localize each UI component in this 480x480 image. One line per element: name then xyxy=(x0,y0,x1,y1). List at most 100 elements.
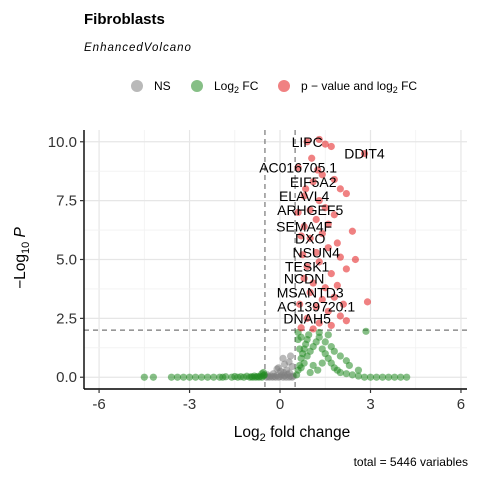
data-point-series-2 xyxy=(333,281,341,289)
data-point-series-2 xyxy=(327,142,335,151)
data-point-series-1 xyxy=(198,373,206,381)
gene-label: TESK1 xyxy=(285,259,330,275)
legend-label-ns: NS xyxy=(154,79,171,93)
data-point-series-2 xyxy=(306,234,314,242)
gene-label: ARHGEF5 xyxy=(277,202,343,218)
data-point-series-1 xyxy=(204,373,212,381)
data-point-series-2 xyxy=(360,149,369,158)
data-point-series-2 xyxy=(303,138,311,146)
data-point-series-2 xyxy=(324,220,332,228)
y-tick-label: 7.5 xyxy=(56,193,77,210)
plot-panel: LIPC DDIT4 AC016705.1EIF5A2ELAVL4ARHGEF5SE… xyxy=(83,130,467,390)
data-point-series-0 xyxy=(274,364,283,372)
data-point-series-1 xyxy=(354,372,363,380)
data-point-series-2 xyxy=(294,208,302,217)
gene-label: MSANTD3 xyxy=(277,284,344,300)
data-point-series-2 xyxy=(348,227,357,235)
data-point-series-2 xyxy=(315,135,323,144)
x-axis-title-sub: 2 xyxy=(260,432,266,444)
x-tick-label: 3 xyxy=(366,396,374,413)
x-axis-title-tail: fold change xyxy=(266,424,350,441)
data-point-series-1 xyxy=(324,331,332,339)
data-point-series-1 xyxy=(345,361,353,370)
data-point-series-1 xyxy=(391,373,399,381)
data-point-series-1 xyxy=(173,373,182,381)
data-point-series-1 xyxy=(300,359,308,367)
legend-label-main: Log xyxy=(214,79,234,93)
gene-label: EIF5A2 xyxy=(290,174,337,190)
data-point-series-1 xyxy=(318,359,326,367)
data-point-series-1 xyxy=(384,373,393,381)
gene-label: DXO xyxy=(295,230,325,246)
legend: NS Log2 FC p − value and log2 FC xyxy=(131,79,417,95)
gene-label: AC139720.1 xyxy=(277,299,355,315)
data-point-series-1 xyxy=(306,368,314,377)
data-point-series-1 xyxy=(342,370,350,378)
data-point-series-2 xyxy=(300,192,308,200)
data-point-series-2 xyxy=(308,154,316,162)
data-point-series-2 xyxy=(318,171,326,179)
data-point-series-1 xyxy=(330,347,338,355)
data-point-series-1 xyxy=(222,373,230,381)
data-point-series-1 xyxy=(397,373,405,381)
data-point-series-1 xyxy=(305,331,313,339)
data-point-series-2 xyxy=(351,255,360,264)
data-point-series-2 xyxy=(342,189,350,198)
gene-label: LIPC xyxy=(292,134,323,150)
data-point-series-2 xyxy=(324,244,332,252)
data-point-series-0 xyxy=(285,358,293,366)
data-point-series-0 xyxy=(283,366,291,374)
data-point-series-2 xyxy=(303,314,311,322)
data-point-series-2 xyxy=(300,222,308,231)
data-point-series-2 xyxy=(296,300,304,308)
data-point-series-2 xyxy=(321,140,329,148)
chart-title: Fibroblasts xyxy=(84,11,165,28)
y-tick-label: 2.5 xyxy=(56,310,77,327)
data-point-series-1 xyxy=(149,373,157,381)
data-point-series-1 xyxy=(309,361,317,370)
data-point-series-2 xyxy=(318,230,326,238)
gene-label: NCDN xyxy=(284,270,324,286)
data-point-series-1 xyxy=(336,368,344,377)
data-point-series-2 xyxy=(315,258,323,266)
data-point-series-2 xyxy=(297,232,305,240)
data-point-series-1 xyxy=(354,366,363,374)
data-point-series-1 xyxy=(297,333,305,341)
data-point-series-2 xyxy=(315,319,323,327)
data-point-series-2 xyxy=(306,206,314,214)
data-point-series-1 xyxy=(336,352,344,360)
data-point-series-1 xyxy=(348,371,357,379)
y-axis-title-main: −Log xyxy=(12,254,29,289)
gene-label: DDIT4 xyxy=(344,146,385,162)
data-point-series-2 xyxy=(299,251,307,259)
gene-label: AC016705.1 xyxy=(259,160,337,176)
x-tick-labels: -6 -3 0 3 6 xyxy=(92,389,465,413)
legend-key-ns xyxy=(131,80,143,92)
data-point-series-1 xyxy=(185,373,194,381)
legend-label-main: p − value and log xyxy=(301,79,393,93)
data-point-series-1 xyxy=(362,327,370,335)
x-axis-title: Log2 fold change xyxy=(234,424,350,444)
data-point-series-2 xyxy=(333,239,341,247)
data-point-series-1 xyxy=(259,368,268,377)
data-point-series-2 xyxy=(318,295,326,304)
legend-label-both: p − value and log2 FC xyxy=(301,79,417,95)
legend-label-sub: 2 xyxy=(393,85,398,95)
gene-labels: LIPC DDIT4 AC016705.1EIF5A2ELAVL4ARHGEF5SE… xyxy=(259,134,385,327)
legend-key-both xyxy=(278,80,290,92)
x-axis-title-main: Log xyxy=(234,424,260,441)
x-tick-label: -6 xyxy=(92,396,105,413)
data-point-series-2 xyxy=(342,265,350,273)
data-point-series-1 xyxy=(372,373,381,381)
data-point-series-0 xyxy=(286,352,295,360)
data-point-series-2 xyxy=(330,175,338,184)
y-axis-title: −Log10 P xyxy=(12,226,32,288)
caption: total = 5446 variables xyxy=(354,455,468,469)
x-tick-label: 0 xyxy=(276,396,284,413)
data-point-series-1 xyxy=(191,373,200,381)
legend-label-fc: Log2 FC xyxy=(214,79,259,95)
y-axis-title-italic: P xyxy=(12,226,29,241)
data-point-series-2 xyxy=(363,298,372,306)
legend-label-sub: 2 xyxy=(234,85,239,95)
